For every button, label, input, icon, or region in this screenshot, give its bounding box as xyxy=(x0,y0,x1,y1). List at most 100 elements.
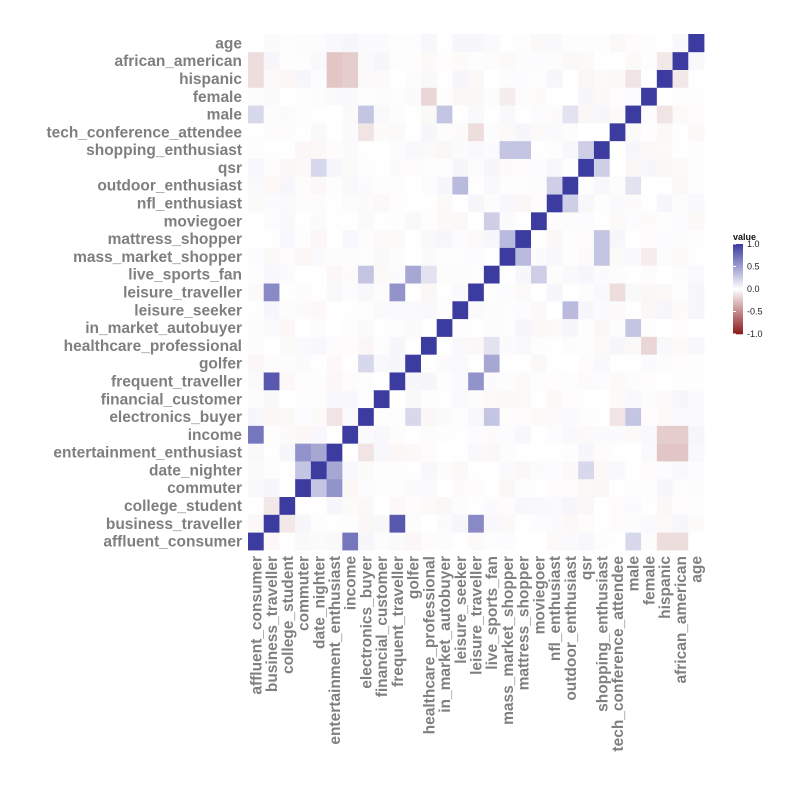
heatmap-cell-income-electronics_buyer xyxy=(342,408,358,426)
heatmap-cell-mass_market_shopper-live_sports_fan xyxy=(500,265,516,283)
heatmap-cell-african_american-leisure_traveller xyxy=(673,283,689,301)
heatmap-cell-moviegoer-entertainment_enthusiast xyxy=(531,443,547,461)
heatmap-cell-electronics_buyer-tech_conference_attendee xyxy=(358,123,374,141)
heatmap-cell-college_student-college_student xyxy=(279,497,295,515)
heatmap-cell-electronics_buyer-affluent_consumer xyxy=(358,532,374,550)
heatmap-cell-frequent_traveller-affluent_consumer xyxy=(390,532,406,550)
x-tick-label: age xyxy=(689,556,706,583)
heatmap-cell-outdoor_enthusiast-affluent_consumer xyxy=(562,532,578,550)
heatmap-cell-healthcare_professional-tech_conference_attendee xyxy=(421,123,437,141)
heatmap-cell-live_sports_fan-electronics_buyer xyxy=(484,408,500,426)
heatmap-cell-income-golfer xyxy=(342,354,358,372)
y-tick-label: income xyxy=(188,427,243,444)
heatmap-cell-female-age xyxy=(641,34,657,52)
heatmap-cell-leisure_seeker-frequent_traveller xyxy=(452,372,468,390)
heatmap-cell-date_nighter-entertainment_enthusiast xyxy=(311,443,327,461)
heatmap-cell-hispanic-date_nighter xyxy=(657,461,673,479)
heatmap-cell-financial_customer-qsr xyxy=(374,159,390,177)
heatmap-cell-leisure_traveller-nfl_enthusiast xyxy=(468,194,484,212)
heatmap-cell-nfl_enthusiast-commuter xyxy=(547,479,563,497)
heatmap-cell-shopping_enthusiast-hispanic xyxy=(594,70,610,88)
heatmap-cell-commuter-shopping_enthusiast xyxy=(295,141,311,159)
heatmap-cell-business_traveller-moviegoer xyxy=(264,212,280,230)
heatmap-cell-business_traveller-healthcare_professional xyxy=(264,336,280,354)
heatmap-cell-male-college_student xyxy=(625,497,641,515)
heatmap-cell-nfl_enthusiast-female xyxy=(547,87,563,105)
heatmap-cell-college_student-hispanic xyxy=(279,70,295,88)
heatmap-cell-female-male xyxy=(641,105,657,123)
heatmap-cell-date_nighter-leisure_seeker xyxy=(311,301,327,319)
heatmap-cell-mattress_shopper-golfer xyxy=(515,354,531,372)
heatmap-cell-frequent_traveller-healthcare_professional xyxy=(390,336,406,354)
heatmap-cell-golfer-commuter xyxy=(405,479,421,497)
heatmap-cell-mass_market_shopper-income xyxy=(500,425,516,443)
heatmap-cell-age-outdoor_enthusiast xyxy=(688,176,704,194)
heatmap-cell-tech_conference_attendee-moviegoer xyxy=(610,212,626,230)
heatmap-cell-commuter-outdoor_enthusiast xyxy=(295,176,311,194)
heatmap-cell-financial_customer-frequent_traveller xyxy=(374,372,390,390)
heatmap-cell-mattress_shopper-tech_conference_attendee xyxy=(515,123,531,141)
heatmap-cell-healthcare_professional-healthcare_professional xyxy=(421,336,437,354)
heatmap-cell-healthcare_professional-date_nighter xyxy=(421,461,437,479)
heatmap-cell-live_sports_fan-commuter xyxy=(484,479,500,497)
heatmap-cell-age-electronics_buyer xyxy=(688,408,704,426)
heatmap-cell-date_nighter-african_american xyxy=(311,52,327,70)
heatmap-cell-income-healthcare_professional xyxy=(342,336,358,354)
heatmap-cell-financial_customer-shopping_enthusiast xyxy=(374,141,390,159)
heatmap-cell-shopping_enthusiast-male xyxy=(594,105,610,123)
heatmap-cell-leisure_traveller-female xyxy=(468,87,484,105)
y-tick-label: frequent_traveller xyxy=(111,373,242,390)
heatmap-cell-healthcare_professional-golfer xyxy=(421,354,437,372)
x-tick-label: mass_market_shopper xyxy=(500,556,517,725)
heatmap-cell-business_traveller-electronics_buyer xyxy=(264,408,280,426)
heatmap-cell-shopping_enthusiast-income xyxy=(594,425,610,443)
y-axis-labels: affluent_consumerbusiness_travellercolle… xyxy=(46,35,242,550)
heatmap-cell-female-leisure_traveller xyxy=(641,283,657,301)
heatmap-cell-live_sports_fan-live_sports_fan xyxy=(484,265,500,283)
heatmap-cell-mass_market_shopper-business_traveller xyxy=(500,514,516,532)
heatmap-cell-shopping_enthusiast-qsr xyxy=(594,159,610,177)
y-tick-label: in_market_autobuyer xyxy=(85,320,242,337)
heatmap-cell-leisure_seeker-shopping_enthusiast xyxy=(452,141,468,159)
heatmap-cell-male-golfer xyxy=(625,354,641,372)
heatmap-cell-nfl_enthusiast-african_american xyxy=(547,52,563,70)
x-tick-label: electronics_buyer xyxy=(358,556,375,689)
heatmap-cell-age-tech_conference_attendee xyxy=(688,123,704,141)
heatmap-cell-hispanic-golfer xyxy=(657,354,673,372)
heatmap-cell-college_student-entertainment_enthusiast xyxy=(279,443,295,461)
heatmap-cell-hispanic-outdoor_enthusiast xyxy=(657,176,673,194)
heatmap-cell-entertainment_enthusiast-golfer xyxy=(327,354,343,372)
heatmap-cell-electronics_buyer-golfer xyxy=(358,354,374,372)
heatmap-cell-mattress_shopper-entertainment_enthusiast xyxy=(515,443,531,461)
heatmap-cell-business_traveller-hispanic xyxy=(264,70,280,88)
heatmap-cell-commuter-hispanic xyxy=(295,70,311,88)
heatmap-cell-entertainment_enthusiast-female xyxy=(327,87,343,105)
heatmap-cell-date_nighter-electronics_buyer xyxy=(311,408,327,426)
heatmap-cell-hispanic-hispanic xyxy=(657,70,673,88)
x-tick-label: tech_conference_attendee xyxy=(610,556,627,752)
heatmap-cell-hispanic-nfl_enthusiast xyxy=(657,194,673,212)
heatmap-cell-shopping_enthusiast-in_market_autobuyer xyxy=(594,319,610,337)
color-legend: value 1.00.50.0-0.5-1.0 xyxy=(733,232,763,339)
heatmap-cell-outdoor_enthusiast-qsr xyxy=(562,159,578,177)
heatmap-cell-tech_conference_attendee-commuter xyxy=(610,479,626,497)
heatmap-cell-golfer-healthcare_professional xyxy=(405,336,421,354)
heatmap-cell-affluent_consumer-golfer xyxy=(248,354,264,372)
heatmap-cell-live_sports_fan-college_student xyxy=(484,497,500,515)
heatmap-cell-hispanic-electronics_buyer xyxy=(657,408,673,426)
heatmap-cell-financial_customer-hispanic xyxy=(374,70,390,88)
heatmap-cell-moviegoer-healthcare_professional xyxy=(531,336,547,354)
heatmap-cell-affluent_consumer-healthcare_professional xyxy=(248,336,264,354)
heatmap-cell-mattress_shopper-financial_customer xyxy=(515,390,531,408)
heatmap-cell-affluent_consumer-frequent_traveller xyxy=(248,372,264,390)
x-tick-label: leisure_seeker xyxy=(453,556,470,664)
heatmap-cell-tech_conference_attendee-frequent_traveller xyxy=(610,372,626,390)
heatmap-cell-leisure_seeker-affluent_consumer xyxy=(452,532,468,550)
heatmap-cell-outdoor_enthusiast-male xyxy=(562,105,578,123)
heatmap-cell-entertainment_enthusiast-leisure_traveller xyxy=(327,283,343,301)
heatmap-cell-age-income xyxy=(688,425,704,443)
heatmap-cell-leisure_seeker-age xyxy=(452,34,468,52)
heatmap-cell-tech_conference_attendee-qsr xyxy=(610,159,626,177)
heatmap-cell-in_market_autobuyer-date_nighter xyxy=(437,461,453,479)
heatmap-cell-financial_customer-nfl_enthusiast xyxy=(374,194,390,212)
